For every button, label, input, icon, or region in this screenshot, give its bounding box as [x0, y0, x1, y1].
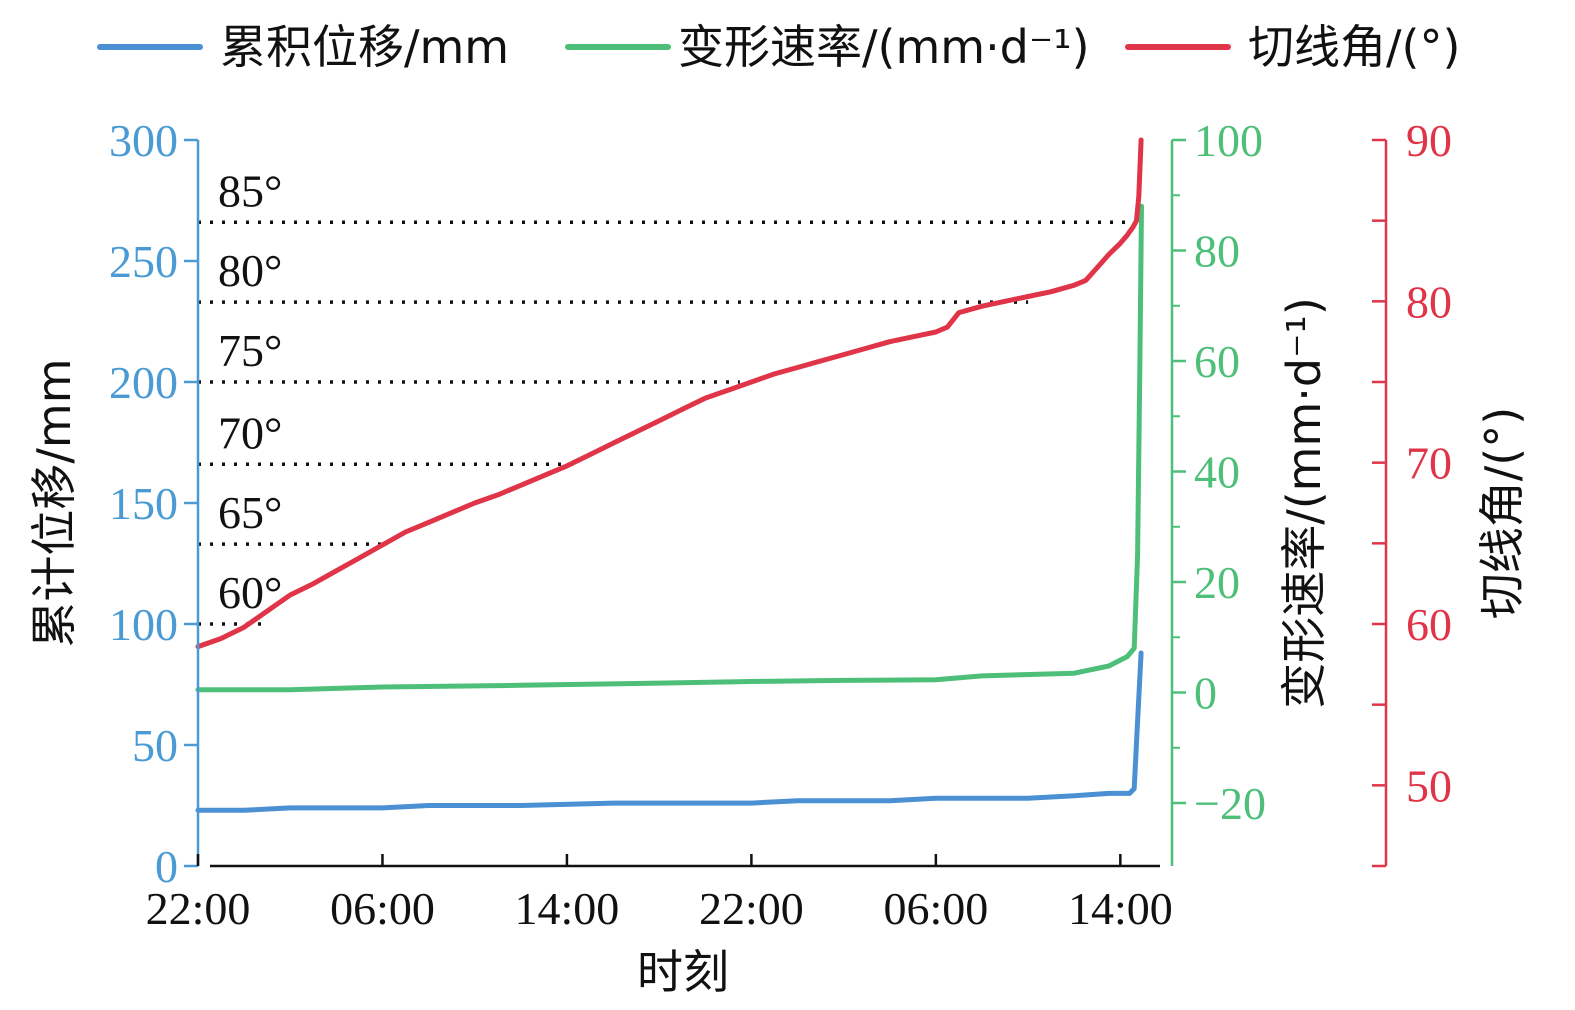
- reference-line-label: 60°: [218, 567, 282, 618]
- x-tick-label: 22:00: [146, 883, 251, 934]
- right1-tick-label: 60: [1194, 336, 1240, 387]
- x-tick-label: 14:00: [1068, 883, 1173, 934]
- right1-tick-label: 80: [1194, 226, 1240, 277]
- reference-line-label: 70°: [218, 407, 282, 458]
- tangent-angle-line: [195, 137, 1144, 650]
- left-axis-title: 累计位移/mm: [27, 358, 81, 647]
- right2-axis-title: 切线角/(°): [1475, 407, 1529, 619]
- x-tick-label: 06:00: [330, 883, 435, 934]
- x-axis-title: 时刻: [637, 945, 729, 999]
- right2-tick-label: 80: [1406, 276, 1452, 327]
- right2-tick-label: 90: [1406, 115, 1452, 166]
- reference-line-label: 80°: [218, 245, 282, 296]
- reference-line-label: 65°: [218, 487, 282, 538]
- left-tick-label: 300: [109, 115, 178, 166]
- right1-tick-label: 100: [1194, 115, 1263, 166]
- left-tick-label: 50: [132, 720, 178, 771]
- reference-line-label: 85°: [218, 165, 282, 216]
- x-tick-label: 14:00: [515, 883, 620, 934]
- x-tick-label: 06:00: [883, 883, 988, 934]
- legend: 累积位移/mm 变形速率/(mm·d⁻¹) 切线角/(°): [97, 20, 1460, 74]
- reference-lines: 60° 65° 70° 75° 80° 85°: [198, 165, 1137, 626]
- legend-label: 变形速率/(mm·d⁻¹): [678, 20, 1090, 74]
- left-tick-label: 200: [109, 357, 178, 408]
- right1-tick-label: 0: [1194, 668, 1217, 719]
- legend-label: 切线角/(°): [1248, 20, 1460, 74]
- x-tick-label: 22:00: [699, 883, 804, 934]
- axes-layer: 0 50 100 150 200 250 300 累计位移/mm −20 0 20 40 60 80 100…: [27, 115, 1529, 999]
- reference-line-label: 75°: [218, 325, 282, 376]
- left-tick-label: 150: [109, 478, 178, 529]
- displacement-line: [195, 650, 1144, 813]
- left-tick-label: 0: [155, 841, 178, 892]
- right2-tick-label: 60: [1406, 599, 1452, 650]
- legend-label: 累积位移/mm: [220, 20, 509, 74]
- left-tick-label: 100: [109, 599, 178, 650]
- series-layer: [195, 137, 1144, 813]
- deformation-rate-line: [195, 203, 1144, 693]
- right1-tick-label: 40: [1194, 447, 1240, 498]
- right1-axis-title: 变形速率/(mm·d⁻¹): [1277, 297, 1331, 709]
- right2-tick-label: 50: [1406, 760, 1452, 811]
- right1-tick-label: 20: [1194, 557, 1240, 608]
- right1-tick-label: −20: [1194, 778, 1266, 829]
- right2-tick-label: 70: [1406, 438, 1452, 489]
- left-tick-label: 250: [109, 236, 178, 287]
